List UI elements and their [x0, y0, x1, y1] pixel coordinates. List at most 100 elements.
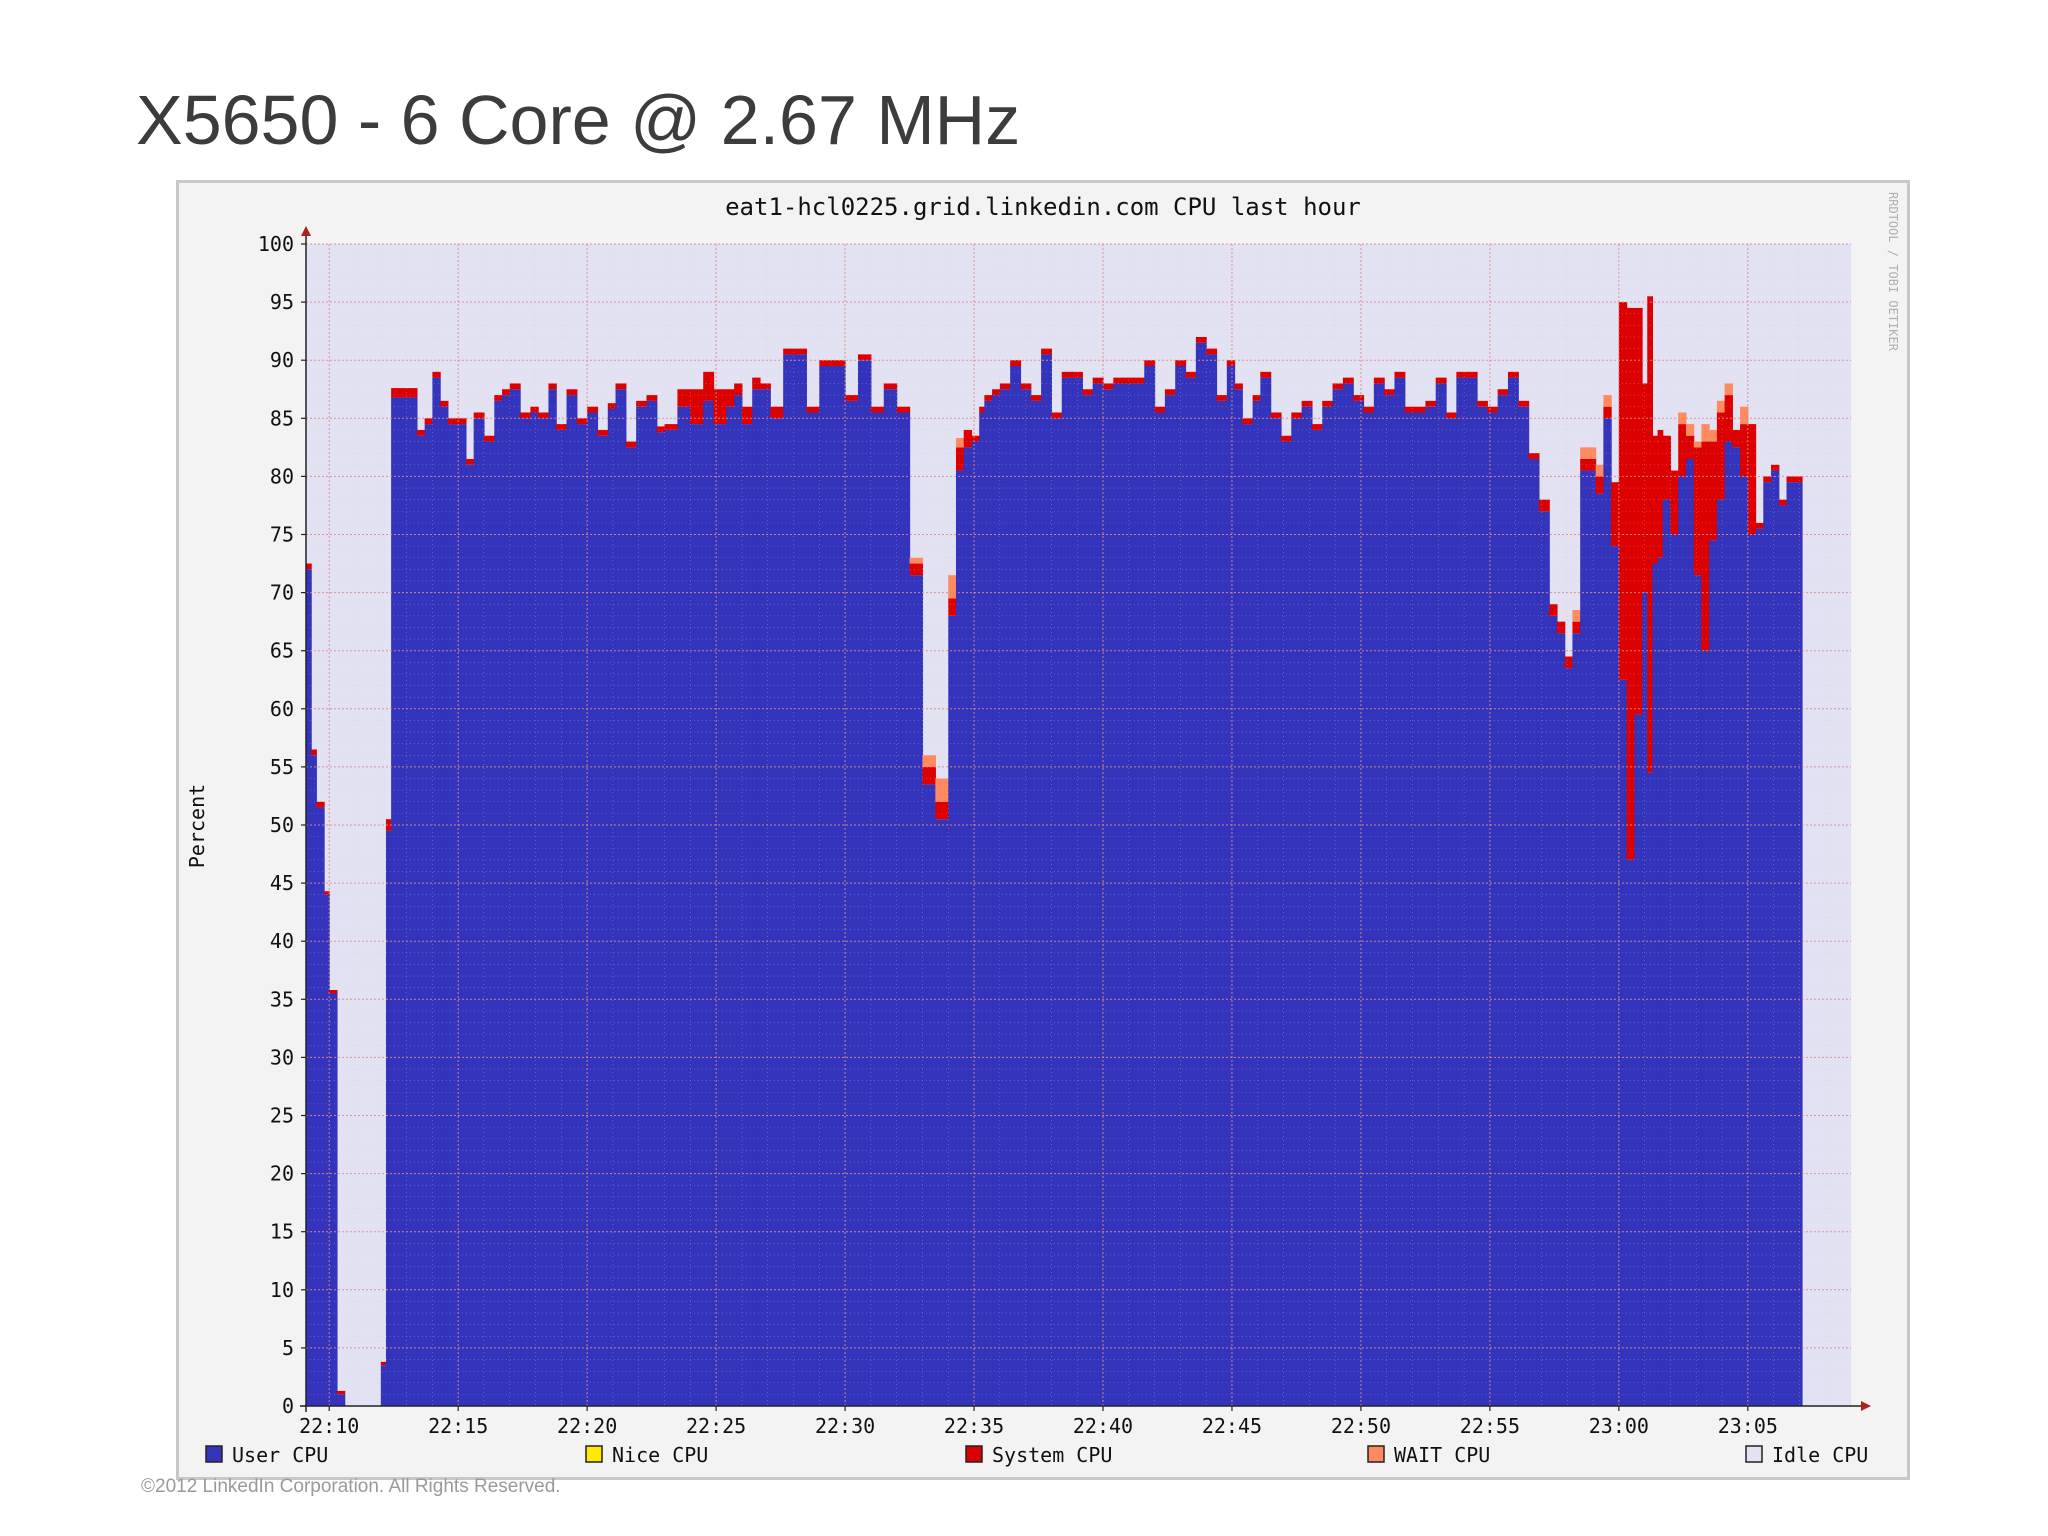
user-cpu-bar: [1415, 412, 1427, 1406]
user-cpu-bar: [1564, 668, 1574, 1406]
system-cpu-bar: [416, 429, 426, 436]
system-cpu-bar: [1216, 395, 1228, 401]
user-cpu-bar: [1154, 412, 1166, 1406]
user-cpu-bar: [1291, 418, 1303, 1406]
user-cpu-bar: [1716, 499, 1726, 1406]
system-cpu-bar: [520, 412, 531, 419]
user-cpu-bar: [530, 412, 539, 1406]
user-cpu-bar: [1280, 441, 1292, 1406]
system-cpu-bar: [1311, 424, 1323, 430]
user-cpu-bar: [1556, 633, 1566, 1406]
system-cpu-bar: [1771, 464, 1780, 471]
user-cpu-bar: [424, 424, 433, 1406]
system-cpu-bar: [1549, 604, 1558, 616]
system-cpu-bar: [734, 383, 743, 396]
system-cpu-bar: [1763, 476, 1772, 483]
user-cpu-bar: [883, 389, 898, 1406]
user-cpu-bar: [1701, 650, 1710, 1406]
wait-cpu-bar: [1740, 406, 1749, 425]
user-cpu-bar: [1133, 383, 1145, 1406]
system-cpu-bar: [587, 406, 599, 413]
system-cpu-bar: [1626, 307, 1635, 860]
user-cpu-bar: [963, 447, 973, 1407]
user-cpu-bar: [473, 418, 485, 1406]
wait-cpu-bar: [1693, 441, 1703, 448]
y-tick-label: 40: [270, 929, 294, 953]
system-cpu-bar: [1507, 371, 1519, 378]
copyright-text: ©2012 LinkedIn Corporation. All Rights R…: [141, 1476, 561, 1497]
system-cpu-bar: [1528, 453, 1540, 459]
x-tick-label: 22:30: [815, 1414, 875, 1438]
system-cpu-bar: [1595, 476, 1604, 494]
y-tick-labels: 0 5 10 15 20 25 30 35 40 45 50 55 60 65 70 75 80 85 90 95 10…: [258, 232, 306, 1418]
system-cpu-bar: [1755, 522, 1764, 529]
system-cpu-bar: [1446, 412, 1457, 419]
x-tick-label: 22:15: [428, 1414, 488, 1438]
user-cpu-bar: [741, 424, 753, 1406]
x-tick-labels: 22:10 22:15 22:20 22:25 22:30 22:35 22:40 22:45…: [299, 1406, 1778, 1438]
system-cpu-bar: [404, 388, 418, 398]
user-cpu-bar: [1466, 377, 1478, 1406]
user-cpu-bar: [1740, 476, 1749, 1406]
system-cpu-bar: [677, 389, 691, 407]
user-cpu-bar: [1234, 389, 1243, 1406]
user-cpu-bar: [677, 406, 691, 1406]
user-cpu-bar: [380, 1365, 387, 1406]
system-cpu-bar: [992, 389, 1001, 396]
user-cpu-bar: [1657, 557, 1664, 1406]
user-cpu-bar: [1497, 395, 1509, 1406]
system-cpu-bar: [713, 389, 728, 425]
system-cpu-bar: [458, 418, 467, 425]
system-cpu-bar: [1415, 406, 1427, 413]
system-cpu-bar: [440, 400, 449, 407]
system-cpu-bar: [306, 563, 312, 570]
user-cpu-bar: [432, 377, 441, 1406]
legend-swatch: [205, 1445, 223, 1463]
user-cpu-bar: [1175, 366, 1187, 1406]
y-tick-label: 15: [270, 1220, 294, 1244]
wait-cpu-bar: [1709, 429, 1718, 442]
user-cpu-bar: [806, 412, 820, 1406]
user-cpu-bar: [1342, 383, 1354, 1406]
axes: [300, 226, 1871, 1412]
x-tick-label: 22:20: [557, 1414, 617, 1438]
user-cpu-bar: [404, 397, 418, 1406]
system-cpu-bar: [1363, 406, 1375, 413]
y-tick-label: 95: [270, 290, 294, 314]
user-cpu-bar: [979, 412, 985, 1406]
user-cpu-bar: [1794, 482, 1803, 1407]
user-cpu-bar: [690, 424, 704, 1406]
system-cpu-bar: [935, 801, 949, 820]
system-cpu-bar: [1270, 412, 1282, 419]
system-cpu-bar: [741, 406, 753, 425]
user-cpu-bar: [1572, 633, 1581, 1406]
system-cpu-bar: [1740, 424, 1749, 477]
system-cpu-bar: [1701, 441, 1710, 651]
user-cpu-bar: [1185, 377, 1197, 1406]
system-cpu-bar: [455, 418, 459, 425]
system-cpu-bar: [1732, 429, 1741, 448]
system-cpu-bar: [1260, 371, 1272, 378]
y-tick-label: 20: [270, 1162, 294, 1186]
user-cpu-bar: [1041, 354, 1053, 1406]
system-cpu-bar: [1072, 371, 1083, 378]
system-cpu-bar: [1587, 458, 1597, 471]
system-cpu-bar: [385, 819, 392, 831]
user-cpu-bar: [1778, 505, 1788, 1406]
system-cpu-bar: [922, 766, 936, 785]
user-cpu-bar: [909, 575, 924, 1406]
user-cpu-bar: [1626, 859, 1635, 1406]
system-cpu-bar: [1195, 336, 1207, 343]
system-cpu-bar: [1404, 406, 1416, 413]
system-cpu-bar: [832, 360, 846, 367]
user-cpu-bar: [1724, 441, 1733, 1406]
system-cpu-bar: [548, 383, 557, 390]
system-cpu-bar: [1556, 621, 1566, 634]
y-axis-label: Percent: [185, 784, 209, 868]
system-cpu-bar: [483, 435, 495, 442]
user-cpu-bar: [556, 429, 568, 1406]
system-cpu-bar: [646, 395, 658, 401]
system-cpu-bar: [566, 389, 578, 396]
user-cpu-bar: [1528, 458, 1540, 1407]
system-cpu-bar: [883, 383, 898, 390]
